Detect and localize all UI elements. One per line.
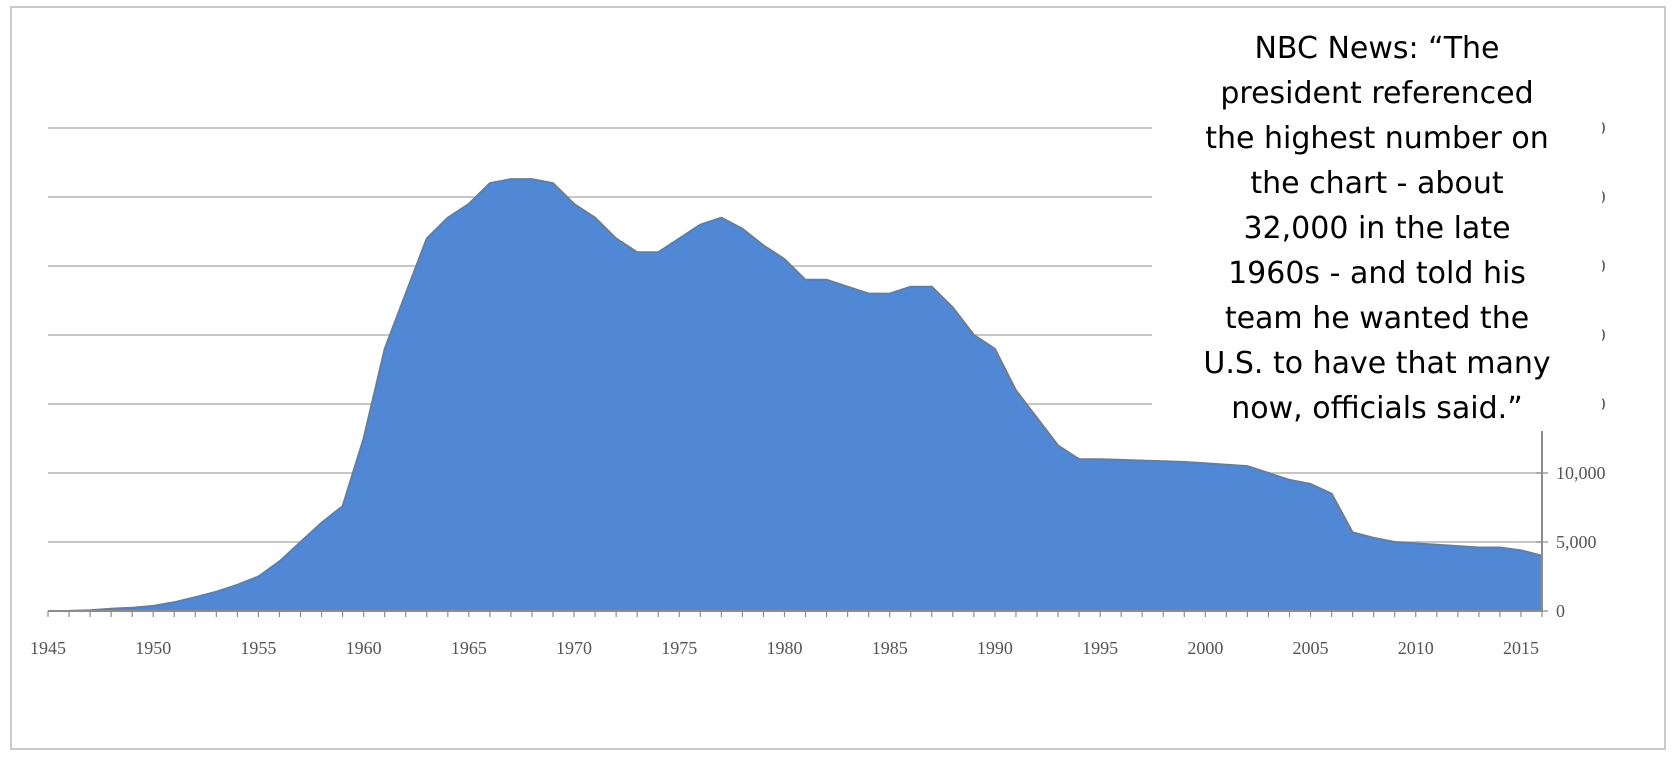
- figure-frame: 05,00010,00015,00020,00025,00030,00035,0…: [10, 6, 1666, 750]
- quote-line: president referenced: [1220, 76, 1534, 111]
- x-tick-label: 1975: [661, 638, 697, 658]
- x-tick-label: 2005: [1293, 638, 1329, 658]
- quote-line: now, officials said.”: [1231, 391, 1523, 426]
- quote-line: U.S. to have that many: [1203, 346, 1551, 381]
- quote-line: NBC News: “The: [1254, 31, 1500, 66]
- x-tick-label: 1960: [346, 638, 382, 658]
- x-tick-label: 1965: [451, 638, 487, 658]
- x-tick-label: 2000: [1187, 638, 1223, 658]
- x-tick-label: 1980: [766, 638, 802, 658]
- quote-line: the highest number on: [1205, 121, 1549, 156]
- y-tick-label: 5,000: [1556, 532, 1597, 552]
- quote-line: 1960s - and told his: [1228, 256, 1526, 291]
- x-tick-label: 1995: [1082, 638, 1118, 658]
- y-tick-label: 10,000: [1556, 463, 1606, 483]
- x-tick-label: 2015: [1503, 638, 1539, 658]
- quote-line: 32,000 in the late: [1243, 211, 1511, 246]
- x-tick-label: 1950: [135, 638, 171, 658]
- nbc-news-quote: NBC News: “The president referenced the …: [1152, 26, 1602, 431]
- x-tick-label: 1945: [30, 638, 66, 658]
- x-tick-label: 1985: [872, 638, 908, 658]
- x-tick-label: 2010: [1398, 638, 1434, 658]
- quote-line: team he wanted the: [1224, 301, 1530, 336]
- x-tick-label: 1990: [977, 638, 1013, 658]
- x-tick-label: 1955: [240, 638, 276, 658]
- y-tick-label: 0: [1556, 601, 1565, 621]
- x-tick-label: 1970: [556, 638, 592, 658]
- quote-line: the chart - about: [1250, 166, 1504, 201]
- stockpile-area: [47, 178, 1543, 612]
